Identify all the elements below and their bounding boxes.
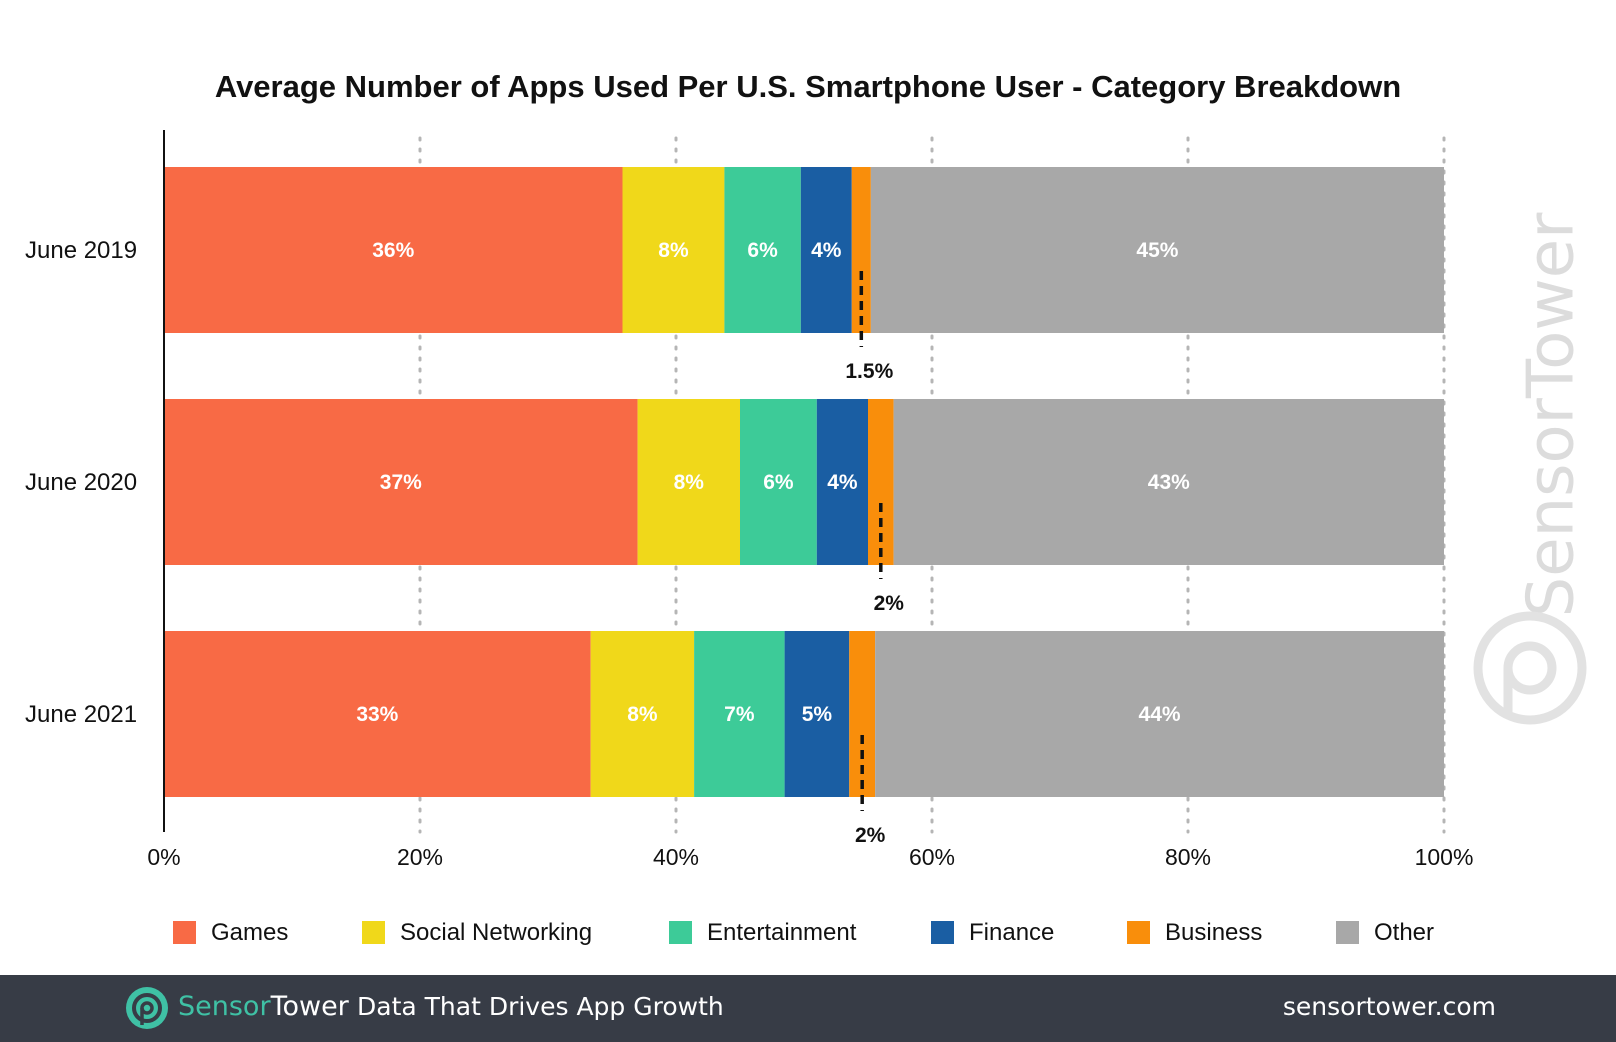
bar-segment — [875, 631, 1444, 797]
data-label: 2% — [855, 824, 886, 847]
legend-swatch — [173, 921, 196, 944]
legend-label: Entertainment — [707, 919, 857, 946]
watermark-logo-icon — [1473, 611, 1587, 725]
y-category-label: June 2021 — [25, 701, 137, 728]
x-tick-label: 60% — [909, 844, 955, 870]
data-label: 45% — [1136, 239, 1178, 262]
x-tick-label: 20% — [397, 844, 443, 870]
sensortower-logo-icon — [126, 987, 168, 1029]
legend-item: Other — [1336, 919, 1434, 946]
legend-label: Games — [211, 919, 288, 946]
legend-swatch — [1336, 921, 1359, 944]
x-tick-label: 100% — [1415, 844, 1474, 870]
x-tick-label: 0% — [147, 844, 180, 870]
bar-segment — [816, 399, 868, 565]
watermark: SensorTower — [1473, 212, 1589, 725]
y-category-label: June 2020 — [25, 469, 137, 496]
data-label: 33% — [356, 703, 398, 726]
chart-title: Average Number of Apps Used Per U.S. Sma… — [215, 69, 1401, 104]
bar-segment — [590, 631, 695, 797]
bar-segment — [870, 167, 1444, 333]
bar-segment — [893, 399, 1444, 565]
footer-brand: SensorTower — [178, 989, 349, 1025]
brand-sensor: Sensor — [178, 991, 271, 1022]
data-label: 44% — [1139, 703, 1181, 726]
legend-item: Games — [173, 919, 288, 946]
legend-item: Entertainment — [669, 919, 857, 946]
data-label: 2% — [874, 592, 905, 615]
legend: Games Social Networking Entertainment Finan… — [173, 919, 1434, 946]
footer-tagline: Data That Drives App Growth — [357, 992, 724, 1021]
brand-tower: Tower — [270, 991, 349, 1022]
x-tick-label: 80% — [1165, 844, 1211, 870]
data-label: 36% — [372, 239, 414, 262]
bar-segment — [637, 399, 740, 565]
data-label: 7% — [724, 703, 755, 726]
legend-swatch — [669, 921, 692, 944]
x-tick-label: 40% — [653, 844, 699, 870]
legend-label: Other — [1374, 919, 1434, 946]
data-label: 1.5% — [845, 360, 893, 383]
footer-bar: SensorTower Data That Drives App Growth … — [0, 975, 1616, 1042]
data-label: 37% — [380, 471, 422, 494]
legend-label: Business — [1165, 919, 1262, 946]
bar-segment — [622, 167, 725, 333]
data-label: 43% — [1148, 471, 1190, 494]
footer-url[interactable]: sensortower.com — [1282, 992, 1496, 1021]
data-label: 4% — [811, 239, 842, 262]
stacked-bar-chart: Average Number of Apps Used Per U.S. Sma… — [25, 69, 1589, 946]
bar-segment — [740, 399, 817, 565]
data-label: 4% — [827, 471, 858, 494]
data-label: 8% — [627, 703, 658, 726]
data-label: 8% — [674, 471, 705, 494]
legend-swatch — [1127, 921, 1150, 944]
bar-segment — [724, 167, 801, 333]
legend-label: Social Networking — [400, 919, 592, 946]
legend-swatch — [931, 921, 954, 944]
data-label: 6% — [747, 239, 778, 262]
legend-item: Business — [1127, 919, 1262, 946]
bar-segment — [851, 167, 871, 333]
bar-segment — [164, 631, 591, 797]
legend-label: Finance — [969, 919, 1054, 946]
y-axis-categories: June 2019 June 2020 June 2021 — [25, 237, 137, 728]
bar-segment — [694, 631, 785, 797]
data-label: 5% — [802, 703, 833, 726]
bar-segment — [164, 399, 638, 565]
legend-item: Social Networking — [362, 919, 592, 946]
bar-segment — [800, 167, 852, 333]
watermark-text: SensorTower — [1515, 212, 1589, 617]
bar-segment — [784, 631, 850, 797]
bar-segment — [164, 167, 623, 333]
x-axis-ticks: 0% 20% 40% 60% 80% 100% — [147, 844, 1473, 870]
data-label: 6% — [763, 471, 794, 494]
y-category-label: June 2019 — [25, 237, 137, 264]
legend-item: Finance — [931, 919, 1054, 946]
bars: 36% 8% 6% 4% 1.5% 45% 37% 8% 6% 4% 2% 43% 33% 8% 7% 5% 2… — [164, 167, 1444, 847]
legend-swatch — [362, 921, 385, 944]
data-label: 8% — [658, 239, 689, 262]
